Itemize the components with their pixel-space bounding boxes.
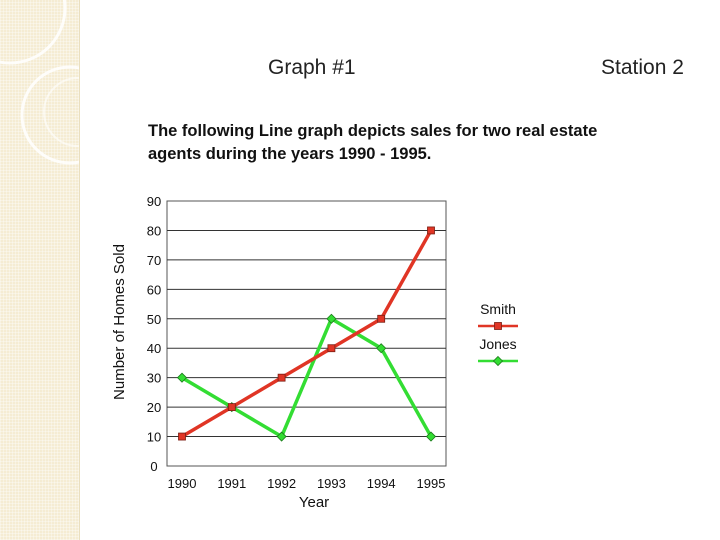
jones-data-point bbox=[326, 313, 337, 324]
legend-label: Smith bbox=[480, 301, 516, 317]
smith-data-point bbox=[277, 373, 286, 382]
station-label: Station 2 bbox=[601, 56, 684, 79]
legend-entry-jones: Jones bbox=[478, 336, 518, 367]
y-tick-label: 50 bbox=[147, 312, 161, 327]
x-tick-label: 1995 bbox=[417, 476, 446, 491]
smith-data-point bbox=[327, 344, 336, 353]
y-axis-ticks: 0 10 20 30 40 50 60 70 80 90 bbox=[147, 194, 161, 474]
legend: Smith Jones bbox=[478, 301, 518, 367]
x-tick-label: 1990 bbox=[168, 476, 197, 491]
decorative-circles bbox=[0, 0, 79, 165]
x-axis-label: Year bbox=[299, 494, 329, 511]
decorative-side-strip bbox=[0, 0, 80, 540]
graph-number-label: Graph #1 bbox=[268, 56, 356, 79]
y-tick-label: 90 bbox=[147, 194, 161, 209]
y-tick-label: 20 bbox=[147, 400, 161, 415]
smith-line bbox=[181, 229, 433, 439]
plot-area bbox=[166, 200, 447, 467]
legend-swatch-marker bbox=[494, 322, 502, 330]
description-line-1: The following Line graph depicts sales f… bbox=[148, 122, 598, 140]
y-tick-label: 40 bbox=[147, 341, 161, 356]
jones-data-point bbox=[276, 431, 287, 442]
smith-data-point bbox=[427, 226, 435, 235]
y-tick-label: 30 bbox=[147, 371, 161, 386]
legend-label: Jones bbox=[479, 336, 516, 352]
jones-data-point bbox=[376, 343, 387, 354]
series-smith bbox=[178, 226, 435, 441]
y-tick-label: 10 bbox=[147, 430, 161, 445]
y-tick-label: 60 bbox=[147, 282, 161, 297]
legend-swatch-marker bbox=[492, 355, 504, 367]
jones-line bbox=[181, 317, 433, 439]
legend-entry-smith: Smith bbox=[478, 301, 518, 330]
y-tick-label: 80 bbox=[147, 223, 161, 238]
x-tick-label: 1993 bbox=[317, 476, 346, 491]
y-axis-label: Number of Homes Sold bbox=[111, 244, 128, 400]
jones-data-point bbox=[176, 372, 188, 383]
y-tick-label: 0 bbox=[150, 459, 157, 474]
x-tick-label: 1991 bbox=[217, 476, 246, 491]
smith-data-point bbox=[178, 432, 186, 441]
smith-data-point bbox=[227, 403, 236, 412]
x-tick-label: 1994 bbox=[367, 476, 396, 491]
description-line-2: agents during the years 1990 - 1995. bbox=[148, 145, 432, 163]
jones-data-point bbox=[425, 431, 437, 442]
smith-data-point bbox=[377, 314, 386, 323]
x-axis-ticks: 1990 1991 1992 1993 1994 1995 bbox=[168, 476, 446, 491]
series-layer bbox=[176, 226, 437, 442]
y-tick-label: 70 bbox=[147, 253, 161, 268]
graph-description: The following Line graph depicts sales f… bbox=[148, 120, 708, 166]
x-tick-label: 1992 bbox=[267, 476, 296, 491]
